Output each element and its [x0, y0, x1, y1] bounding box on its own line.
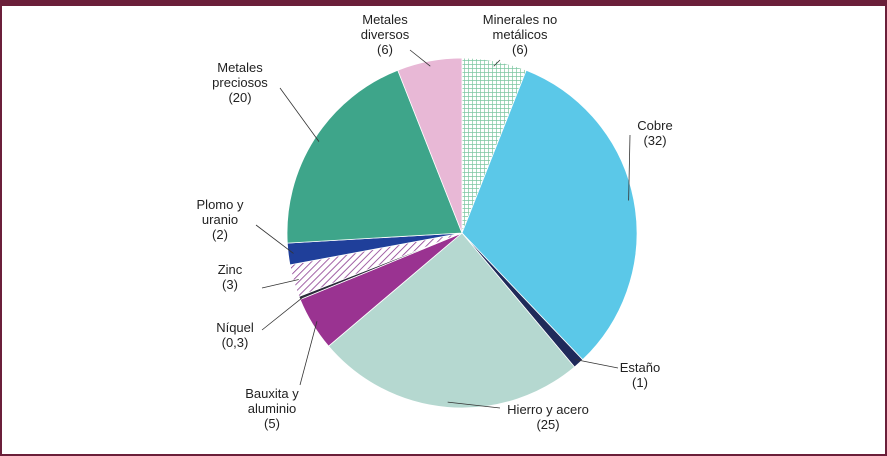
- value-label: (32): [643, 133, 666, 148]
- value-label: (1): [632, 375, 648, 390]
- slice-label: Níquel: [216, 320, 254, 335]
- slice-label: Plomo y uranio: [197, 197, 244, 227]
- value-label: (5): [264, 416, 280, 431]
- value-label: (6): [377, 42, 393, 57]
- slice-label: Estaño: [620, 360, 660, 375]
- leader-line: [628, 134, 631, 201]
- leader-line: [279, 87, 320, 142]
- slice-label: Zinc: [218, 262, 243, 277]
- leader-line: [575, 359, 619, 369]
- leader-line: [299, 321, 318, 386]
- value-label: (0,3): [222, 335, 249, 350]
- value-label: (3): [222, 277, 238, 292]
- slice-label: Bauxita y aluminio: [245, 386, 299, 416]
- slice-label: Metales diversos: [361, 12, 410, 42]
- leader-line: [255, 224, 294, 254]
- pie-slice: [327, 232, 576, 409]
- slice-label: Cobre: [637, 118, 672, 133]
- pie-slice: [397, 57, 463, 234]
- value-label: (2): [212, 227, 228, 242]
- slice-label: Hierro y acero: [507, 402, 589, 417]
- leader-line: [261, 279, 299, 289]
- value-label: (20): [228, 90, 251, 105]
- pie-slice: [286, 69, 463, 244]
- leader-line: [261, 295, 305, 331]
- top-bar: [0, 0, 887, 6]
- leader-line: [447, 401, 501, 409]
- pie-slice: [461, 69, 638, 361]
- slice-label: Metales preciosos: [212, 60, 268, 90]
- value-label: (25): [536, 417, 559, 432]
- leader-line: [493, 59, 501, 67]
- leader-line: [409, 49, 431, 67]
- slice-label: Minerales no metálicos: [483, 12, 557, 42]
- value-label: (6): [512, 42, 528, 57]
